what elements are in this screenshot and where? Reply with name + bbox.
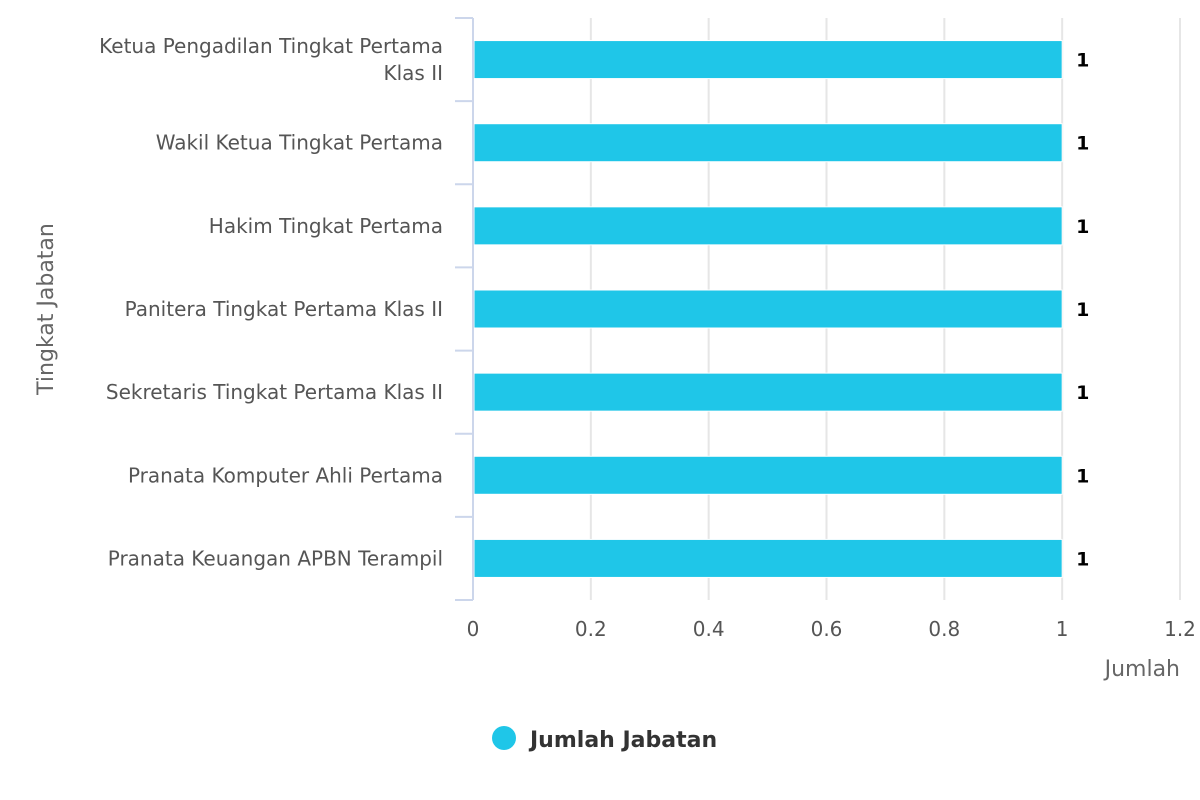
category-label: Ketua Pengadilan Tingkat Pertama xyxy=(99,34,443,58)
category-label: Wakil Ketua Tingkat Pertama xyxy=(156,131,443,155)
bar[interactable] xyxy=(473,372,1063,412)
x-tick-label: 0.6 xyxy=(811,617,843,641)
bar[interactable] xyxy=(473,206,1063,246)
category-label: Pranata Keuangan APBN Terampil xyxy=(108,546,443,570)
category-label: Panitera Tingkat Pertama Klas II xyxy=(125,297,443,321)
bar[interactable] xyxy=(473,538,1063,578)
legend-marker xyxy=(492,726,516,750)
axes xyxy=(455,17,474,601)
data-label: 1 xyxy=(1076,216,1089,238)
x-axis-title: Jumlah xyxy=(1103,657,1180,682)
legend-label: Jumlah Jabatan xyxy=(528,728,717,753)
category-label: Sekretaris Tingkat Pertama Klas II xyxy=(106,380,443,404)
bar[interactable] xyxy=(473,40,1063,80)
bar[interactable] xyxy=(473,455,1063,495)
data-label: 1 xyxy=(1076,133,1089,155)
x-tick-label: 0.4 xyxy=(693,617,725,641)
x-tick-label: 1 xyxy=(1056,617,1069,641)
data-label: 1 xyxy=(1076,382,1089,404)
x-tick-label: 0.2 xyxy=(575,617,607,641)
bar[interactable] xyxy=(473,123,1063,163)
x-tick-label: 0.8 xyxy=(928,617,960,641)
legend[interactable]: Jumlah Jabatan xyxy=(492,726,717,753)
data-label: 1 xyxy=(1076,50,1089,72)
bars xyxy=(473,40,1063,578)
data-label: 1 xyxy=(1076,465,1089,487)
y-axis-title: Tingkat Jabatan xyxy=(34,223,59,396)
category-label: Klas II xyxy=(383,61,443,85)
x-tick-label: 1.2 xyxy=(1164,617,1196,641)
category-label: Pranata Komputer Ahli Pertama xyxy=(128,463,443,487)
data-label: 1 xyxy=(1076,548,1089,570)
labels: 0 0.2 0.4 0.6 0.8 1 1.2 Ketua Pengadilan Tingka… xyxy=(99,34,1196,641)
x-tick-label: 0 xyxy=(467,617,480,641)
category-label: Hakim Tingkat Pertama xyxy=(209,214,443,238)
data-label: 1 xyxy=(1076,299,1089,321)
bar[interactable] xyxy=(473,289,1063,329)
